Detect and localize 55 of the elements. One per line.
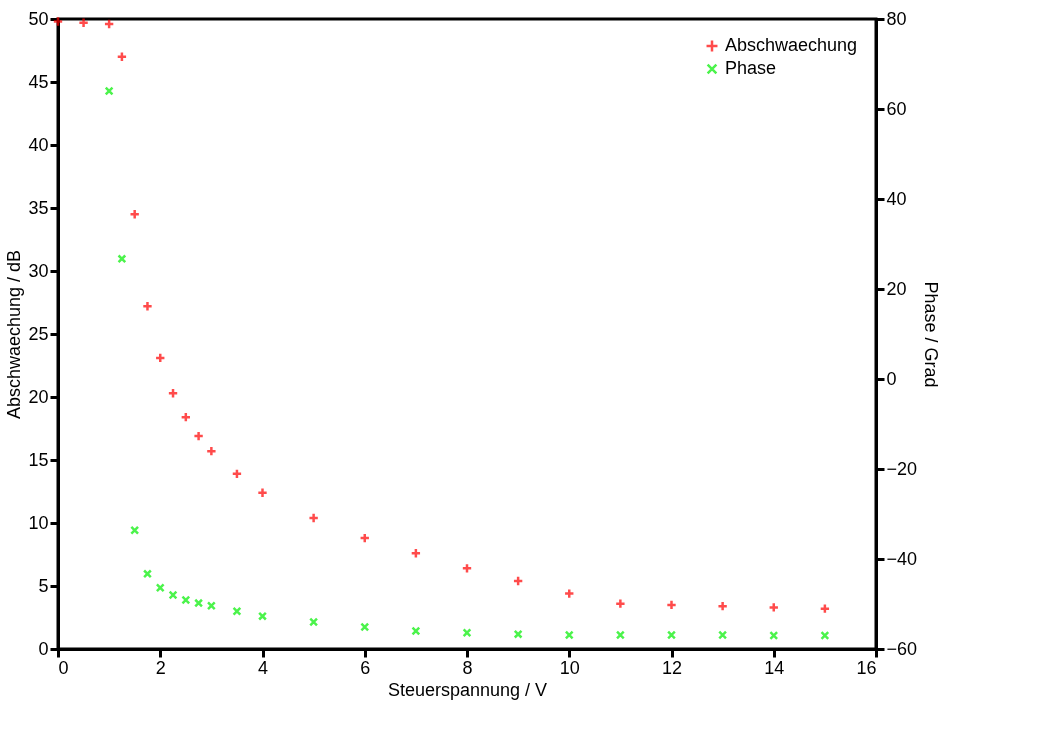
legend-label: Phase: [725, 58, 777, 78]
x-tick-label: 12: [661, 657, 683, 678]
y-tick-label: 0: [38, 638, 49, 659]
point: [411, 626, 421, 636]
x-tick-label: 16: [856, 657, 877, 678]
point: [769, 630, 779, 641]
point: [513, 629, 523, 639]
y2-tick-label: 20: [886, 278, 907, 299]
point: [206, 601, 216, 611]
x-tick-label: 6: [360, 657, 371, 678]
point: [564, 630, 574, 640]
point: [130, 525, 140, 535]
x-tick-label: 0: [58, 657, 69, 678]
y-tick-label: 50: [28, 8, 49, 29]
y2-tick-label: 40: [886, 188, 907, 209]
x-axis-title: Steuerspannung / V: [387, 679, 548, 700]
y-axis-title: Abschwaechung / dB: [4, 249, 25, 420]
y2-tick-label: 80: [886, 8, 907, 29]
x-tick-label: 4: [257, 657, 269, 678]
x-tick-label: 14: [764, 657, 785, 678]
y2-tick-label: −40: [886, 548, 918, 569]
y2-axis-title: Phase / Grad: [921, 281, 942, 388]
y-tick-label: 25: [28, 323, 49, 344]
legend-label: Abschwaechung: [725, 35, 858, 55]
y-tick-label: 15: [28, 449, 49, 470]
point: [104, 86, 114, 96]
point: [257, 611, 268, 621]
x-tick-label: 2: [155, 657, 166, 678]
x-tick-label: 8: [462, 657, 473, 678]
y-tick-label: 45: [28, 71, 49, 92]
x-tick-label: 10: [559, 657, 580, 678]
point: [615, 630, 625, 640]
y-tick-label: 5: [38, 575, 49, 596]
point: [666, 630, 677, 640]
point: [181, 595, 191, 605]
y2-tick-label: −60: [886, 638, 918, 659]
y-tick-label: 40: [28, 134, 49, 155]
point: [462, 628, 472, 638]
point: [117, 254, 127, 264]
y2-tick-label: 0: [886, 368, 897, 389]
y2-tick-label: 60: [886, 98, 907, 119]
y-tick-label: 35: [28, 197, 49, 218]
point: [142, 569, 153, 579]
point: [820, 630, 830, 641]
point: [194, 598, 204, 608]
point: [168, 590, 178, 600]
point: [232, 606, 242, 616]
y-tick-label: 10: [28, 512, 49, 533]
point: [360, 622, 370, 632]
point: [155, 583, 165, 593]
y2-tick-label: −20: [886, 458, 918, 479]
y-tick-label: 30: [28, 260, 49, 281]
y-tick-label: 20: [28, 386, 49, 407]
point: [718, 630, 728, 640]
point: [309, 617, 319, 627]
